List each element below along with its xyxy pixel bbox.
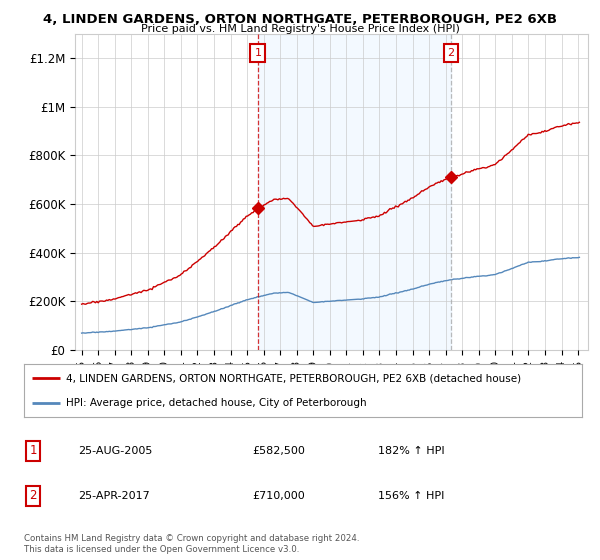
Text: £582,500: £582,500 — [252, 446, 305, 456]
Text: 1: 1 — [254, 48, 262, 58]
Text: 4, LINDEN GARDENS, ORTON NORTHGATE, PETERBOROUGH, PE2 6XB (detached house): 4, LINDEN GARDENS, ORTON NORTHGATE, PETE… — [66, 374, 521, 384]
Text: 156% ↑ HPI: 156% ↑ HPI — [378, 491, 445, 501]
Text: 25-AUG-2005: 25-AUG-2005 — [78, 446, 152, 456]
Text: 25-APR-2017: 25-APR-2017 — [78, 491, 150, 501]
Text: 2: 2 — [29, 489, 37, 502]
Text: 4, LINDEN GARDENS, ORTON NORTHGATE, PETERBOROUGH, PE2 6XB: 4, LINDEN GARDENS, ORTON NORTHGATE, PETE… — [43, 13, 557, 26]
Text: HPI: Average price, detached house, City of Peterborough: HPI: Average price, detached house, City… — [66, 398, 367, 408]
Text: Contains HM Land Registry data © Crown copyright and database right 2024.
This d: Contains HM Land Registry data © Crown c… — [24, 534, 359, 554]
Text: Price paid vs. HM Land Registry's House Price Index (HPI): Price paid vs. HM Land Registry's House … — [140, 24, 460, 34]
Text: 2: 2 — [448, 48, 455, 58]
Bar — [258, 34, 451, 350]
Text: £710,000: £710,000 — [252, 491, 305, 501]
Text: 1: 1 — [29, 444, 37, 458]
Text: 182% ↑ HPI: 182% ↑ HPI — [378, 446, 445, 456]
